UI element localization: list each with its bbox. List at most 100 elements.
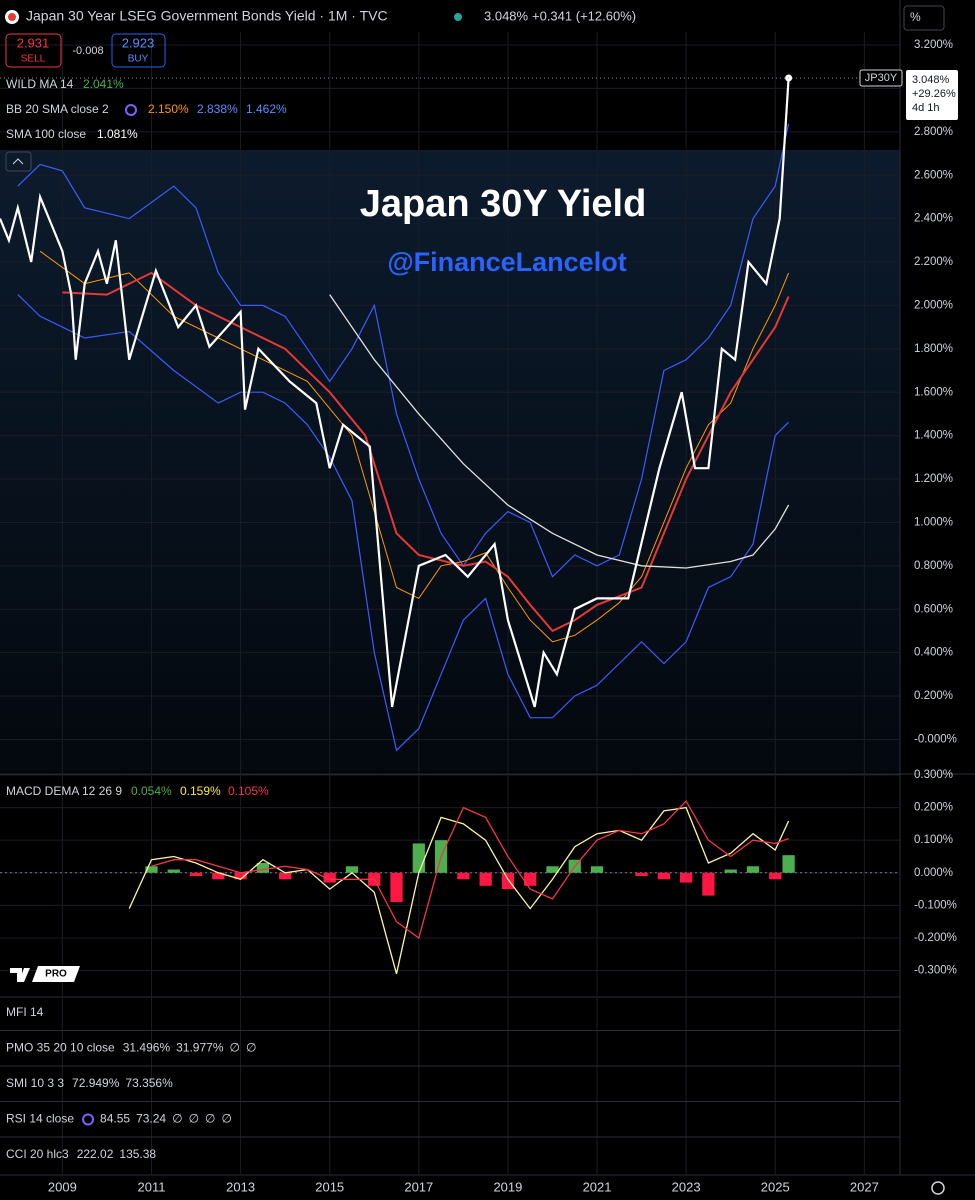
buy-button[interactable]: [111, 33, 166, 68]
y-tick-label: 1.800%: [914, 343, 953, 355]
y-tick-label: 2.600%: [914, 169, 953, 181]
symbol-icon: [8, 13, 16, 21]
histogram-bar: [323, 872, 336, 883]
y-tick-label: 1.000%: [914, 516, 953, 528]
y-tick-label: 1.600%: [914, 386, 953, 398]
pane-value: 222.02: [77, 1147, 114, 1161]
histogram-bar: [212, 872, 225, 880]
sell-price[interactable]: 2.931: [17, 35, 50, 50]
price-tag-text: 4d 1h: [912, 102, 940, 114]
y-tick-label: -0.100%: [914, 899, 957, 911]
pane-value: 31.977%: [176, 1041, 224, 1055]
pane-value: ∅: [189, 1112, 199, 1126]
plot-shade: [0, 150, 900, 772]
series-line: [151, 800, 789, 940]
settings-icon[interactable]: [931, 1181, 945, 1195]
y-tick-label: 2.000%: [914, 299, 953, 311]
y-tick-label: 0.000%: [914, 867, 953, 879]
x-tick-label: 2015: [315, 1179, 344, 1194]
pane-value: ∅: [205, 1112, 215, 1126]
pane-value: ∅: [229, 1041, 239, 1055]
legend-label: MACD DEMA 12 26 9: [6, 784, 122, 798]
histogram-bar: [479, 872, 492, 886]
histogram-bar: [702, 872, 715, 896]
y-tick-label: -0.000%: [914, 733, 957, 745]
pane-value: 72.949%: [72, 1076, 120, 1090]
y-tick-label: 3.200%: [914, 39, 953, 51]
histogram-bar: [256, 863, 269, 873]
symbol-title: Japan 30 Year LSEG Government Bonds Yiel…: [26, 8, 388, 24]
histogram-bar: [167, 869, 180, 873]
sell-label[interactable]: SELL: [21, 54, 46, 65]
legend-value: 2.838%: [197, 102, 238, 116]
y-tick-label: 0.400%: [914, 647, 953, 659]
x-tick-label: 2011: [138, 1179, 166, 1194]
legend-value: 2.150%: [148, 102, 189, 116]
legend-label: WILD MA 14: [6, 77, 74, 91]
pane-value: ∅: [246, 1041, 256, 1055]
pane-label: RSI 14 close: [6, 1112, 74, 1126]
y-tick-label: 0.300%: [914, 769, 953, 781]
status-dot: [454, 13, 462, 21]
x-tick-label: 2009: [48, 1179, 77, 1194]
histogram-bar: [657, 872, 670, 880]
pane-value: ∅: [221, 1112, 231, 1126]
series-line: [17, 123, 790, 578]
pane-label: CCI 20 hlc3: [6, 1147, 69, 1161]
pane-value: 135.38: [119, 1147, 156, 1161]
pane-label: PMO 35 20 10 close: [6, 1041, 115, 1055]
histogram-bar: [746, 866, 760, 873]
collapse-button[interactable]: [5, 151, 32, 172]
axis-unit[interactable]: %: [910, 10, 921, 24]
symbol-tag-text: JP30Y: [865, 72, 898, 84]
histogram-bar: [635, 872, 648, 877]
y-tick-label: 0.800%: [914, 560, 953, 572]
collapse-icon[interactable]: [12, 158, 24, 165]
price-tag-text: +29.26%: [912, 88, 956, 100]
x-tick-label: 2017: [404, 1179, 433, 1194]
pane-label: SMI 10 3 3: [6, 1076, 64, 1090]
y-tick-label: 0.100%: [914, 834, 953, 846]
indicator-panes: MFI 14 PMO 35 20 10 close 31.496% 31.977% ∅ ∅…: [0, 1005, 900, 1161]
histogram-bar: [390, 872, 403, 903]
series-line: [0, 77, 790, 708]
y-tick-label: 1.400%: [914, 430, 953, 442]
buy-label[interactable]: BUY: [128, 54, 149, 65]
svg-text:PRO: PRO: [45, 969, 67, 980]
y-tick-label: 2.200%: [914, 256, 953, 268]
pane-value: 31.496%: [123, 1041, 171, 1055]
y-tick-label: 2.400%: [914, 213, 953, 225]
series-line: [17, 294, 790, 752]
legend-value: 0.105%: [228, 784, 269, 798]
histogram-bar: [724, 869, 737, 873]
legend-value: 0.159%: [180, 784, 221, 798]
legend-value: 0.054%: [131, 784, 172, 798]
x-tick-label: 2021: [583, 1179, 612, 1194]
y-tick-label: 1.200%: [914, 473, 953, 485]
histogram-bar: [279, 872, 292, 880]
x-tick-label: 2023: [672, 1179, 701, 1194]
last-price: 3.048%: [484, 8, 529, 23]
pane-value: 73.24: [136, 1112, 166, 1126]
buy-price[interactable]: 2.923: [122, 35, 155, 50]
chart-layer: [0, 32, 900, 1175]
y-tick-label: 2.800%: [914, 126, 953, 138]
legend-label: BB 20 SMA close 2: [6, 102, 109, 116]
histogram-bar: [412, 843, 425, 873]
y-tick-label: 0.200%: [914, 690, 953, 702]
y-tick-label: -0.300%: [914, 965, 957, 977]
x-tick-label: 2027: [850, 1179, 879, 1194]
legend-icon[interactable]: [125, 104, 137, 116]
legend-value: 1.081%: [97, 127, 138, 141]
unit-box[interactable]: [903, 5, 945, 31]
spread: -0.008: [72, 45, 103, 57]
sell-button[interactable]: [5, 33, 62, 68]
y-tick-label: -0.200%: [914, 932, 957, 944]
series-line: [62, 271, 790, 633]
y-tick-label: 0.600%: [914, 603, 953, 615]
y-tick-label: 0.200%: [914, 802, 953, 814]
pane-icon[interactable]: [82, 1113, 95, 1126]
histogram-bar: [769, 872, 782, 880]
pane-value: ∅: [172, 1112, 182, 1126]
histogram-bar: [457, 872, 470, 880]
